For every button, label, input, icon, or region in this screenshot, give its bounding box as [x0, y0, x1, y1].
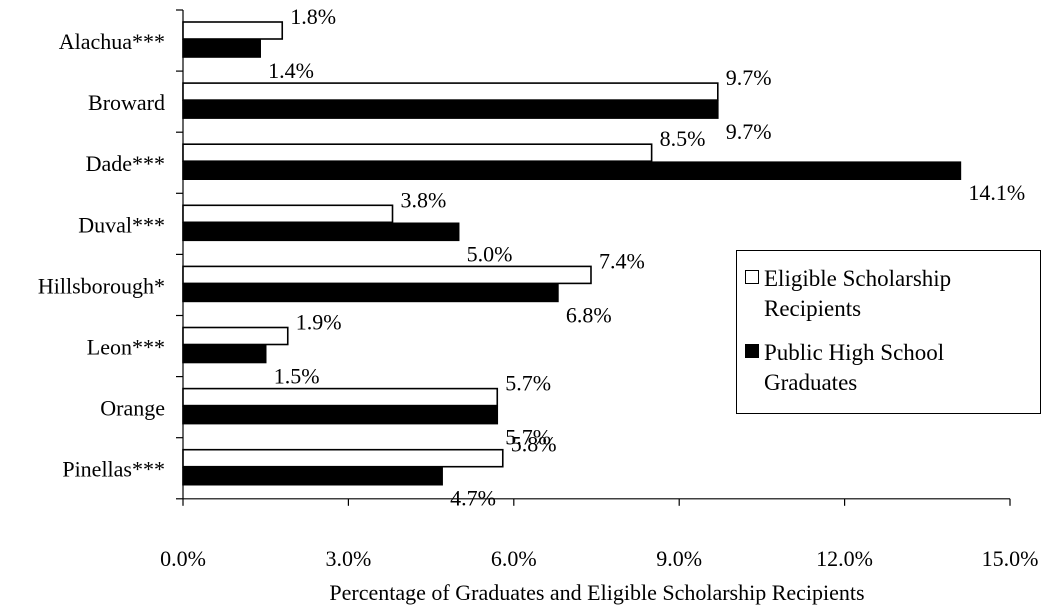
bar-eligible-scholarship-recipients [182, 265, 592, 285]
category-label: Alachua*** [59, 29, 165, 54]
category-label: Pinellas*** [62, 457, 165, 482]
legend-label-public-high-school-graduates: Public High School Graduates [764, 340, 945, 395]
category-label: Orange [100, 396, 165, 421]
bar-eligible-scholarship-recipients [182, 448, 504, 468]
legend-item-eligible-scholarship-recipients: Eligible Scholarship Recipients [745, 264, 1014, 324]
x-tick-label: 15.0% [982, 546, 1039, 571]
bar-public-high-school-graduates [182, 100, 719, 119]
data-label-graduates: 4.7% [450, 486, 496, 511]
bar-eligible-scholarship-recipients [182, 387, 499, 407]
bar-eligible-scholarship-recipients [182, 21, 284, 40]
bar-eligible-scholarship-recipients [182, 143, 653, 162]
bar-public-high-school-graduates [182, 466, 443, 486]
legend-item-public-high-school-graduates: Public High School Graduates [745, 338, 1014, 398]
data-label-eligible: 5.8% [511, 432, 557, 457]
bar-eligible-scholarship-recipients [182, 326, 289, 346]
data-label-eligible: 1.9% [296, 310, 342, 335]
x-tick-label: 3.0% [325, 546, 371, 571]
data-label-eligible: 3.8% [401, 187, 447, 212]
data-label-eligible: 5.7% [505, 371, 551, 396]
legend: Eligible Scholarship Recipients Public H… [736, 250, 1041, 414]
bar-public-high-school-graduates [182, 405, 499, 425]
data-label-graduates: 9.7% [726, 119, 772, 144]
data-label-graduates: 5.0% [467, 241, 513, 266]
x-tick-label: 9.0% [656, 546, 702, 571]
data-label-graduates: 6.8% [566, 302, 612, 327]
x-tick-label: 0.0% [160, 546, 206, 571]
bar-eligible-scholarship-recipients [182, 204, 394, 224]
category-label: Leon*** [87, 335, 165, 360]
x-axis-title: Percentage of Graduates and Eligible Sch… [329, 580, 864, 605]
legend-swatch-filled-square [745, 344, 759, 358]
bar-public-high-school-graduates [182, 39, 261, 58]
data-label-eligible: 1.8% [290, 4, 336, 29]
legend-label-eligible-scholarship-recipients: Eligible Scholarship Recipients [764, 266, 952, 321]
bar-eligible-scholarship-recipients [182, 82, 719, 101]
data-label-eligible: 9.7% [726, 65, 772, 90]
data-label-graduates: 1.4% [268, 58, 314, 83]
category-label: Duval*** [78, 212, 165, 237]
category-label: Hillsborough* [38, 273, 165, 298]
data-label-graduates: 14.1% [968, 180, 1025, 205]
bar-public-high-school-graduates [182, 283, 559, 303]
bar-public-high-school-graduates [182, 344, 267, 364]
data-label-graduates: 5.7% [505, 425, 551, 450]
data-label-eligible: 8.5% [660, 126, 706, 151]
category-label: Dade*** [86, 151, 165, 176]
x-tick-label: 12.0% [816, 546, 873, 571]
bar-public-high-school-graduates [182, 161, 962, 180]
x-tick-label: 6.0% [491, 546, 537, 571]
category-label: Broward [88, 90, 165, 115]
data-label-graduates: 1.5% [274, 364, 320, 389]
bar-public-high-school-graduates [182, 222, 460, 242]
data-label-eligible: 7.4% [599, 248, 645, 273]
legend-swatch-open-square [745, 270, 759, 284]
